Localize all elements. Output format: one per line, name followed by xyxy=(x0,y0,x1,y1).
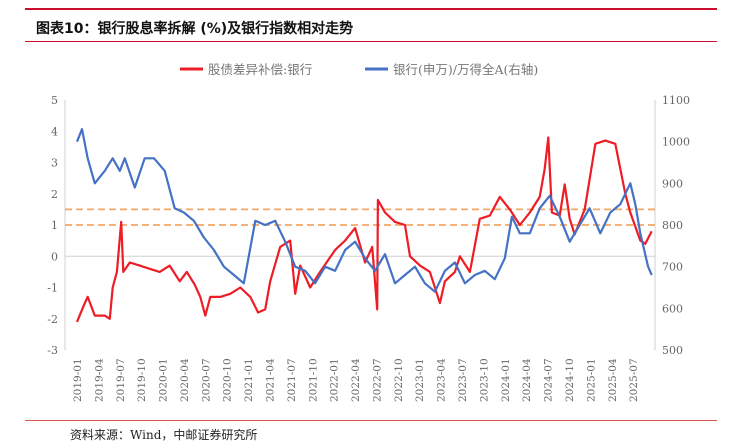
x-tick-label: 2022-01 xyxy=(329,358,341,402)
left-tick-label: -3 xyxy=(47,344,58,357)
x-tick-label: 2022-04 xyxy=(350,358,362,402)
legend-label: 股债差异补偿:银行 xyxy=(208,62,312,77)
right-tick-label: 600 xyxy=(662,302,683,315)
x-tick-label: 2019-10 xyxy=(136,358,148,402)
right-tick-label: 1100 xyxy=(662,94,690,107)
x-tick-label: 2024-07 xyxy=(543,358,555,402)
x-tick-label: 2021-01 xyxy=(243,358,255,402)
left-tick-label: -1 xyxy=(47,282,58,295)
x-tick-label: 2021-04 xyxy=(265,358,277,402)
right-tick-label: 800 xyxy=(662,219,683,232)
x-tick-label: 2019-04 xyxy=(93,358,105,402)
x-tick-label: 2024-10 xyxy=(564,358,576,402)
legend-label: 银行(申万)/万得全A(右轴) xyxy=(393,62,538,77)
x-tick-label: 2020-07 xyxy=(200,358,212,402)
x-tick-label: 2021-10 xyxy=(307,358,319,402)
left-tick-label: 4 xyxy=(51,125,58,138)
top-rule xyxy=(25,8,717,10)
right-tick-label: 700 xyxy=(662,261,683,274)
x-tick-label: 2024-04 xyxy=(521,358,533,402)
x-tick-label: 2022-10 xyxy=(393,358,405,402)
x-tick-label: 2023-01 xyxy=(414,358,426,402)
x-tick-label: 2020-10 xyxy=(222,358,234,402)
x-tick-label: 2025-01 xyxy=(585,358,597,402)
right-tick-label: 500 xyxy=(662,344,683,357)
series-line-blue xyxy=(75,128,653,293)
x-tick-label: 2023-04 xyxy=(436,358,448,402)
left-tick-label: -2 xyxy=(47,313,58,326)
source-note: 资料来源：Wind，中邮证券研究所 xyxy=(70,428,258,442)
left-tick-label: 5 xyxy=(51,94,58,107)
x-tick-label: 2024-01 xyxy=(500,358,512,402)
x-tick-label: 2019-01 xyxy=(72,358,84,402)
left-tick-label: 0 xyxy=(51,250,58,263)
x-tick-label: 2020-04 xyxy=(179,358,191,402)
x-tick-label: 2022-07 xyxy=(371,358,383,402)
left-tick-label: 2 xyxy=(51,188,58,201)
left-tick-label: 1 xyxy=(51,219,58,232)
figure-title: 图表10：银行股息率拆解 (%)及银行指数相对走势 xyxy=(36,21,354,37)
x-tick-label: 2021-07 xyxy=(286,358,298,402)
x-tick-label: 2020-01 xyxy=(158,358,170,402)
right-tick-label: 900 xyxy=(662,177,683,190)
series-line-red xyxy=(75,136,653,323)
x-tick-label: 2023-10 xyxy=(478,358,490,402)
x-tick-label: 2019-07 xyxy=(115,358,127,402)
x-tick-label: 2023-07 xyxy=(457,358,469,402)
bottom-rule xyxy=(25,420,717,421)
x-tick-label: 2025-04 xyxy=(607,358,619,402)
right-tick-label: 1000 xyxy=(662,136,690,149)
title-rule xyxy=(25,41,717,42)
x-tick-label: 2025-07 xyxy=(628,358,640,402)
left-tick-label: 3 xyxy=(51,157,58,170)
